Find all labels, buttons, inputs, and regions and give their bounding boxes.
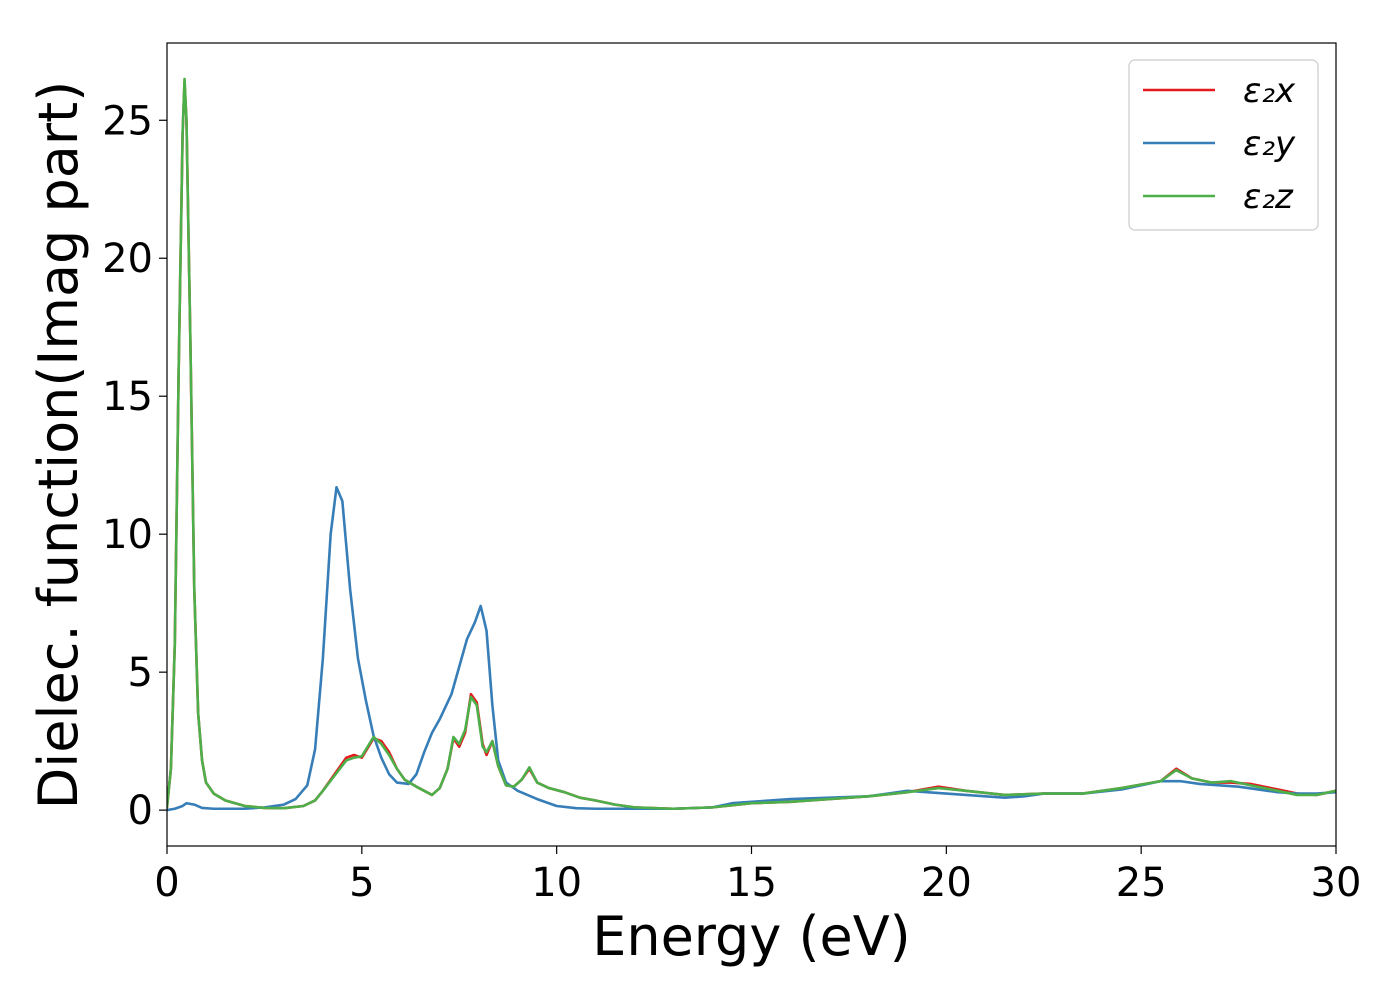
- legend-box: [1128, 59, 1319, 231]
- y-tick-label-2: 10: [102, 512, 153, 558]
- x-tick-label-4: 20: [921, 860, 972, 906]
- y-tick-label-1: 5: [128, 650, 153, 696]
- x-axis-label: Energy (eV): [592, 905, 911, 968]
- legend-label-0: ε₂x: [1243, 71, 1296, 111]
- y-axis-ticks: 0 5 10 15 20 25: [102, 98, 167, 834]
- y-tick-label-5: 25: [102, 98, 153, 144]
- y-tick-label-0: 0: [128, 788, 153, 834]
- series-layer: [167, 77, 1336, 812]
- legend: ε₂x ε₂y ε₂z: [1128, 59, 1319, 231]
- x-tick-label-2: 10: [531, 860, 582, 906]
- legend-items: ε₂x ε₂y ε₂z: [1143, 71, 1296, 217]
- legend-label-2: ε₂z: [1243, 177, 1294, 217]
- series-line-2: [167, 77, 1336, 811]
- x-tick-label-5: 25: [1116, 860, 1167, 906]
- y-tick-label-4: 20: [102, 236, 153, 282]
- x-tick-label-6: 30: [1311, 860, 1362, 906]
- x-tick-label-3: 15: [726, 860, 777, 906]
- x-tick-label-0: 0: [154, 860, 179, 906]
- x-axis-ticks: 0 5 10 15 20 25 30: [154, 846, 1361, 906]
- legend-label-1: ε₂y: [1243, 124, 1296, 164]
- x-tick-label-1: 5: [349, 860, 374, 906]
- y-tick-label-3: 15: [102, 374, 153, 420]
- y-axis-label: Dielec. function(Imag part): [27, 81, 90, 810]
